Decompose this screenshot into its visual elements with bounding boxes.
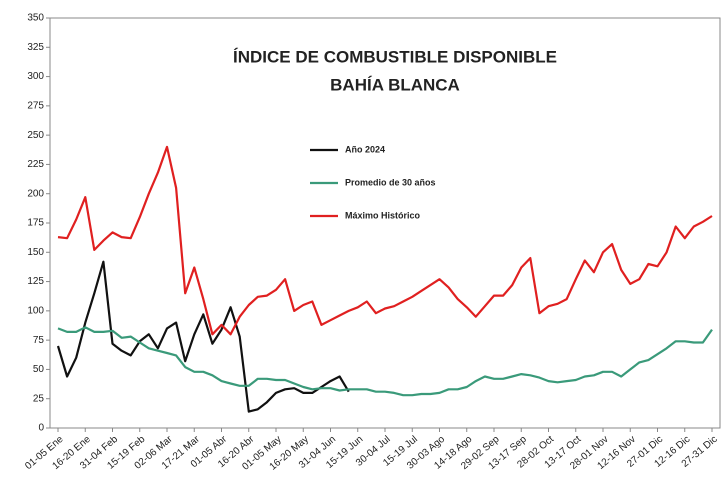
y-tick-label: 75 bbox=[33, 335, 45, 346]
y-tick-label: 225 bbox=[27, 159, 44, 170]
chart-subtitle: BAHÍA BLANCA bbox=[330, 75, 460, 94]
y-tick-label: 350 bbox=[27, 13, 44, 24]
series-line bbox=[57, 145, 713, 336]
legend-label: Año 2024 bbox=[345, 144, 385, 154]
y-tick-label: 175 bbox=[27, 218, 44, 229]
series-line bbox=[57, 326, 713, 397]
y-tick-label: 150 bbox=[27, 247, 44, 258]
y-tick-label: 325 bbox=[27, 42, 44, 53]
y-tick-label: 100 bbox=[27, 305, 44, 316]
series-line bbox=[56, 260, 350, 413]
chart-title: ÍNDICE DE COMBUSTIBLE DISPONIBLE bbox=[233, 47, 557, 66]
y-tick-label: 0 bbox=[38, 423, 44, 434]
y-tick-label: 275 bbox=[27, 100, 44, 111]
y-tick-label: 125 bbox=[27, 276, 44, 287]
y-tick-label: 25 bbox=[33, 393, 45, 404]
y-tick-label: 50 bbox=[33, 364, 45, 375]
y-tick-label: 250 bbox=[27, 130, 44, 141]
y-tick-label: 300 bbox=[27, 71, 44, 82]
legend-label: Promedio de 30 años bbox=[345, 177, 436, 187]
y-tick-label: 200 bbox=[27, 188, 44, 199]
legend-label: Máximo Histórico bbox=[345, 210, 421, 220]
